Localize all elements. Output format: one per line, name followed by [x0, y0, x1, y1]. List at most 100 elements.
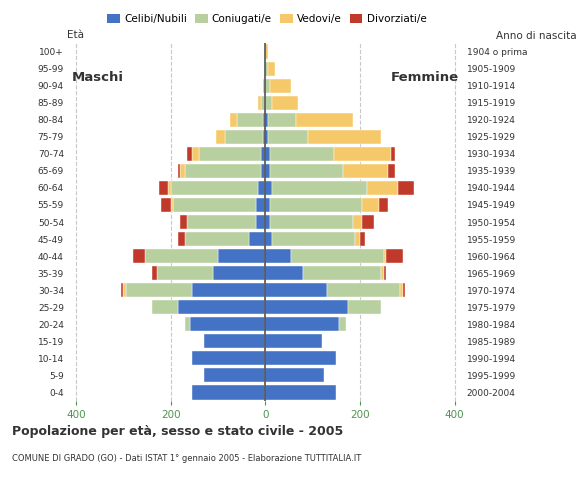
Bar — [386, 249, 403, 264]
Bar — [152, 266, 157, 280]
Bar — [327, 283, 400, 297]
Bar — [256, 198, 266, 212]
Bar — [273, 96, 299, 110]
Bar — [263, 79, 266, 93]
Bar — [192, 351, 266, 365]
Bar — [256, 215, 266, 229]
Text: Anno di nascita: Anno di nascita — [496, 31, 577, 41]
Bar — [216, 130, 225, 144]
Bar — [308, 130, 381, 144]
Bar — [266, 266, 303, 280]
Bar — [353, 215, 362, 229]
Text: Maschi: Maschi — [71, 71, 124, 84]
Bar — [266, 79, 270, 93]
Bar — [383, 266, 386, 280]
Bar — [266, 198, 270, 212]
Bar — [266, 113, 268, 127]
Bar — [266, 232, 273, 246]
Bar — [334, 147, 391, 161]
Bar — [249, 232, 266, 246]
Bar — [266, 249, 291, 264]
Bar — [178, 164, 180, 178]
Bar — [237, 113, 263, 127]
Bar — [391, 147, 396, 161]
Bar — [266, 317, 339, 331]
Bar — [268, 113, 296, 127]
Bar — [230, 113, 237, 127]
Bar — [266, 300, 348, 314]
Bar — [270, 147, 334, 161]
Bar — [303, 266, 381, 280]
Bar — [268, 130, 308, 144]
Bar — [400, 283, 403, 297]
Bar — [187, 147, 192, 161]
Bar — [133, 249, 145, 264]
Bar — [266, 334, 322, 348]
Bar — [192, 385, 266, 399]
Bar — [161, 198, 171, 212]
Bar — [343, 164, 389, 178]
Bar — [266, 283, 327, 297]
Bar — [273, 232, 355, 246]
Bar — [173, 198, 256, 212]
Bar — [389, 164, 396, 178]
Bar — [266, 96, 273, 110]
Text: Popolazione per età, sesso e stato civile - 2005: Popolazione per età, sesso e stato civil… — [12, 425, 343, 438]
Bar — [152, 300, 178, 314]
Bar — [178, 300, 266, 314]
Text: COMUNE DI GRADO (GO) - Dati ISTAT 1° gennaio 2005 - Elaborazione TUTTITALIA.IT: COMUNE DI GRADO (GO) - Dati ISTAT 1° gen… — [12, 454, 361, 463]
Bar — [266, 351, 336, 365]
Bar — [121, 283, 124, 297]
Bar — [178, 232, 185, 246]
Bar — [258, 180, 266, 195]
Bar — [145, 249, 218, 264]
Bar — [339, 317, 346, 331]
Bar — [266, 180, 273, 195]
Bar — [263, 113, 266, 127]
Bar — [398, 180, 414, 195]
Bar — [266, 385, 336, 399]
Bar — [381, 266, 383, 280]
Bar — [190, 317, 266, 331]
Bar — [124, 283, 126, 297]
Bar — [383, 249, 386, 264]
Bar — [379, 198, 389, 212]
Text: Età: Età — [67, 30, 84, 40]
Bar — [362, 198, 379, 212]
Bar — [355, 232, 360, 246]
Bar — [367, 180, 398, 195]
Bar — [270, 79, 291, 93]
Bar — [266, 45, 268, 59]
Bar — [157, 266, 213, 280]
Bar — [360, 232, 365, 246]
Bar — [403, 283, 405, 297]
Bar — [171, 198, 173, 212]
Bar — [258, 96, 260, 110]
Bar — [266, 130, 268, 144]
Bar — [291, 249, 383, 264]
Bar — [185, 317, 190, 331]
Bar — [273, 180, 367, 195]
Bar — [204, 368, 266, 383]
Bar — [192, 147, 199, 161]
Bar — [260, 164, 266, 178]
Bar — [263, 130, 266, 144]
Bar — [266, 368, 324, 383]
Bar — [270, 215, 353, 229]
Bar — [126, 283, 192, 297]
Legend: Celibi/Nubili, Coniugati/e, Vedovi/e, Divorziati/e: Celibi/Nubili, Coniugati/e, Vedovi/e, Di… — [103, 10, 430, 28]
Bar — [171, 180, 258, 195]
Bar — [348, 300, 381, 314]
Bar — [218, 249, 266, 264]
Bar — [185, 232, 249, 246]
Bar — [204, 334, 266, 348]
Bar — [260, 96, 266, 110]
Bar — [266, 61, 268, 76]
Bar — [270, 164, 343, 178]
Bar — [159, 180, 168, 195]
Bar — [185, 164, 260, 178]
Bar — [213, 266, 266, 280]
Bar — [187, 215, 256, 229]
Text: Femmine: Femmine — [391, 71, 459, 84]
Bar — [180, 164, 185, 178]
